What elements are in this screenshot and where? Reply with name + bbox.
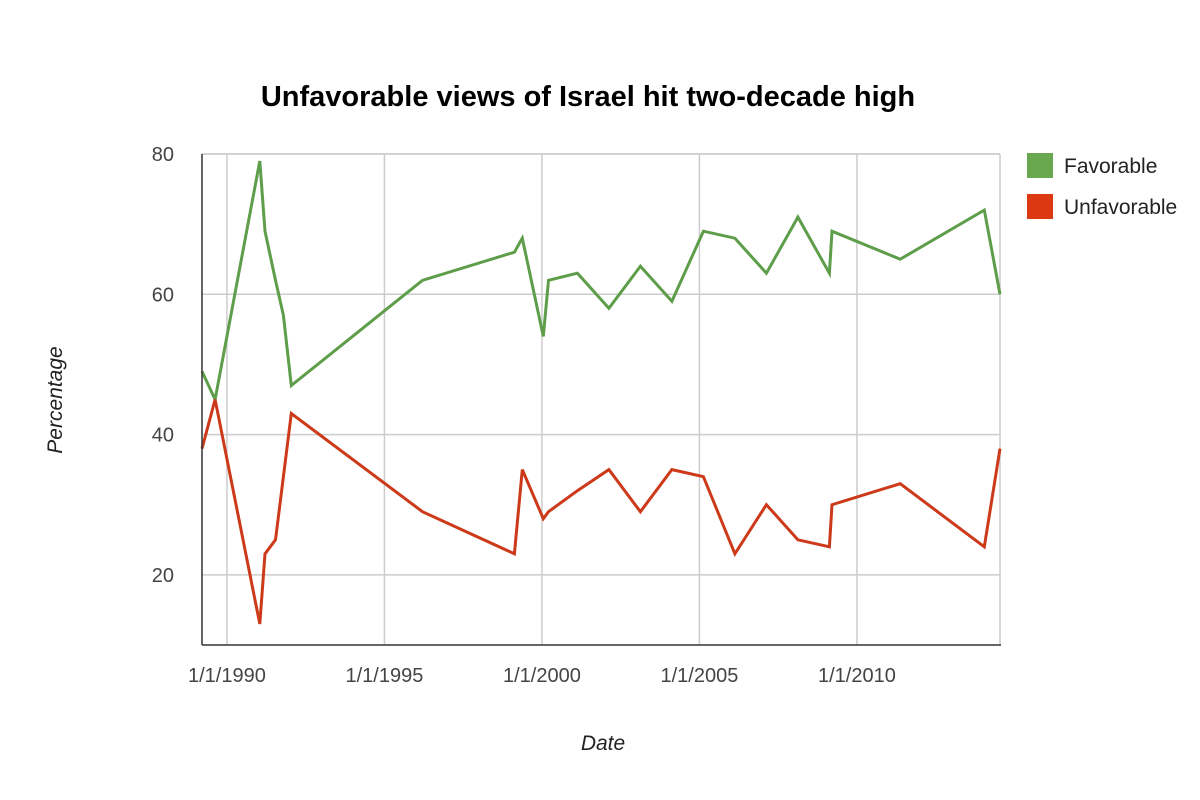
legend: Favorable Unfavorable bbox=[1027, 153, 1177, 219]
y-tick-label: 60 bbox=[152, 284, 174, 306]
x-tick-label: 1/1/2005 bbox=[661, 665, 739, 687]
chart-title: Unfavorable views of Israel hit two-deca… bbox=[261, 81, 915, 113]
x-axis-ticks: 1/1/1990 1/1/1995 1/1/2000 1/1/2005 1/1/2010 bbox=[188, 665, 896, 687]
y-tick-label: 80 bbox=[152, 144, 174, 166]
x-axis-title: Date bbox=[581, 732, 625, 755]
legend-label-favorable: Favorable bbox=[1064, 155, 1157, 178]
y-axis-ticks: 20 40 60 80 bbox=[152, 144, 174, 587]
x-tick-label: 1/1/1990 bbox=[188, 665, 266, 687]
x-tick-label: 1/1/2010 bbox=[818, 665, 896, 687]
x-tick-label: 1/1/2000 bbox=[503, 665, 581, 687]
x-tick-label: 1/1/1995 bbox=[346, 665, 424, 687]
y-axis-title: Percentage bbox=[44, 346, 67, 453]
legend-swatch-favorable bbox=[1027, 153, 1053, 178]
legend-swatch-unfavorable bbox=[1027, 194, 1053, 219]
series-lines bbox=[200, 160, 1002, 625]
legend-label-unfavorable: Unfavorable bbox=[1064, 196, 1177, 219]
series-line-favorable bbox=[200, 160, 1002, 405]
y-tick-label: 20 bbox=[152, 565, 174, 587]
gridlines bbox=[202, 153, 1001, 645]
series-line-unfavorable bbox=[200, 399, 1002, 625]
y-tick-label: 40 bbox=[152, 425, 174, 447]
